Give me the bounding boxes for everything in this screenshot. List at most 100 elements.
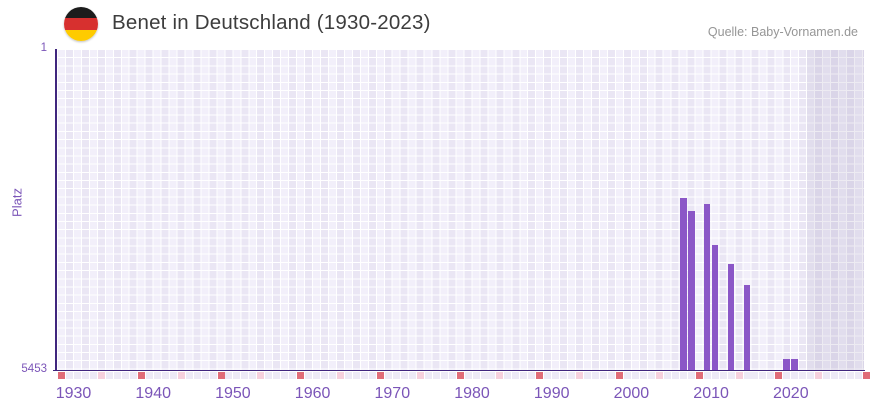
strip-square [408, 371, 416, 380]
strip-square [82, 371, 89, 380]
german-flag-icon [64, 7, 98, 41]
strip-square [480, 371, 488, 380]
strip-square [297, 371, 305, 380]
x-tick-label-1980: 1980 [454, 385, 490, 402]
strip-square [416, 371, 424, 380]
strip-square [289, 371, 297, 380]
bar-2014[interactable] [727, 263, 735, 370]
strip-square [121, 371, 129, 380]
strip-square [831, 371, 839, 380]
strip-square [97, 371, 105, 380]
strip-square [711, 371, 719, 380]
x-tick-label-1990: 1990 [533, 385, 570, 402]
strip-square [368, 371, 376, 380]
strip-square [456, 371, 464, 380]
strip-square [305, 371, 313, 380]
bar-2011[interactable] [703, 204, 711, 370]
x-tick-label-1950: 1950 [215, 385, 251, 402]
strip-square [321, 371, 329, 380]
strip-square [145, 371, 153, 380]
bar-2008[interactable] [679, 197, 687, 370]
strip-square [663, 371, 671, 380]
strip-square [847, 371, 855, 380]
strip-square [241, 371, 249, 380]
strip-square [153, 371, 161, 380]
strip-square [616, 371, 623, 380]
strip-square [329, 371, 337, 380]
x-tick-label-1970: 1970 [374, 385, 411, 402]
strip-square [584, 371, 592, 380]
strip-square [58, 371, 66, 380]
strip-square [313, 371, 321, 380]
strip-square [345, 371, 353, 380]
strip-square [512, 371, 520, 380]
bar-2021[interactable] [783, 359, 791, 370]
flag-stripe-gold [64, 29, 98, 41]
strip-square [544, 371, 552, 380]
strip-square [496, 371, 504, 380]
strip-square [74, 371, 82, 380]
strip-square [695, 371, 703, 380]
strip-square [823, 371, 831, 380]
bar-2022[interactable] [791, 359, 799, 370]
strip-square [400, 371, 408, 380]
strip-square [464, 371, 472, 380]
strip-square [169, 371, 177, 380]
y-tick-label-top: 1 [40, 42, 47, 54]
strip-square [631, 371, 639, 380]
strip-square [193, 371, 201, 380]
x-tick-label-2010: 2010 [693, 385, 729, 402]
bar-2012[interactable] [711, 245, 719, 370]
strip-square [647, 371, 655, 380]
flag-stripe-red [64, 18, 98, 30]
strip-square [560, 371, 568, 380]
strip-square [568, 371, 576, 380]
strip-square [807, 371, 815, 380]
strip-square [432, 371, 440, 380]
strip-square [273, 371, 281, 380]
strip-square [783, 371, 791, 380]
strip-square [440, 371, 448, 380]
strip-square [751, 371, 759, 380]
strip-square [767, 371, 775, 380]
strip-square [360, 371, 368, 380]
strip-square [855, 371, 863, 380]
flag-stripe-black [64, 7, 98, 19]
x-tick-label-2020: 2020 [773, 385, 809, 402]
strip-square [687, 371, 695, 380]
strip-square [249, 371, 257, 380]
strip-square [592, 371, 600, 380]
strip-square [671, 371, 679, 380]
strip-square [448, 371, 456, 380]
strip-square [679, 371, 687, 380]
strip-square [161, 371, 169, 380]
source-attribution: Quelle: Baby-Vornamen.de [707, 25, 858, 39]
page-title: Benet in Deutschland (1930-2023) [112, 11, 431, 34]
strip-square [528, 371, 536, 380]
strip-square [225, 371, 233, 380]
strip-square [89, 371, 97, 380]
strip-square [815, 371, 823, 380]
strip-square [424, 371, 432, 380]
strip-square [623, 371, 631, 380]
strip-square [799, 371, 807, 380]
strip-square [600, 371, 608, 380]
strip-square [137, 371, 145, 380]
strip-square [520, 371, 528, 380]
strip-square [376, 371, 384, 380]
bar-2009[interactable] [687, 211, 695, 370]
strip-square [352, 371, 360, 380]
strip-square [105, 371, 113, 380]
strip-square [472, 371, 480, 380]
strip-square [129, 371, 137, 380]
bar-2016[interactable] [743, 284, 751, 370]
strip-square [488, 371, 496, 380]
y-tick-label-bottom: 5453 [21, 362, 47, 375]
strip-square [703, 371, 711, 380]
x-axis-line [53, 369, 865, 372]
strip-square [257, 371, 265, 380]
strip-square [791, 371, 799, 380]
strip-square [384, 371, 392, 380]
